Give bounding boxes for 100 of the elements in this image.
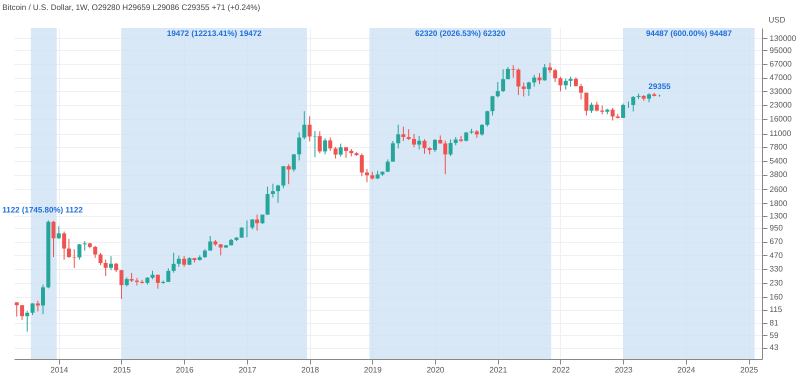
candlestick <box>208 236 212 252</box>
candlestick <box>532 74 536 88</box>
y-tick-label: 1300 <box>770 212 788 221</box>
candlestick <box>647 92 652 103</box>
candlestick <box>364 168 369 183</box>
candlestick <box>360 153 364 177</box>
candlestick <box>72 248 76 268</box>
y-tick-label: 11000 <box>770 129 792 138</box>
candlestick <box>36 300 40 312</box>
candlestick <box>297 132 302 161</box>
candlestick <box>344 146 348 158</box>
candlestick <box>98 252 103 266</box>
candlestick <box>172 252 176 274</box>
candlestick <box>66 238 71 258</box>
y-tick-label: 670 <box>770 237 784 246</box>
y-tick-label: 16000 <box>770 114 792 124</box>
candlestick <box>401 126 406 142</box>
candlestick <box>422 138 426 154</box>
candlestick <box>30 302 35 316</box>
candlestick <box>542 63 547 82</box>
candlestick <box>621 103 626 119</box>
x-tick-label: 2021 <box>489 366 508 374</box>
candlestick <box>526 81 531 96</box>
candlestick <box>417 135 422 150</box>
candlestick <box>516 68 520 96</box>
chart-title: Bitcoin / U.S. Dollar, 1W, O29280 H29659 L29086 C29355 +71 (+0.24%) <box>2 3 261 12</box>
candlestick <box>302 110 306 140</box>
x-tick-label: 2019 <box>364 366 382 374</box>
candlestick <box>318 130 322 154</box>
y-tick-label: 160 <box>770 292 784 302</box>
x-tick-label: 2020 <box>426 366 445 374</box>
candlestick <box>328 136 332 152</box>
x-tick-label: 2014 <box>50 366 69 374</box>
candlestick <box>182 255 186 268</box>
candlestick <box>584 92 588 116</box>
y-tick-label: 95000 <box>770 46 792 55</box>
candlestick <box>77 244 82 260</box>
candlestick <box>93 245 98 258</box>
candlestick <box>109 256 113 271</box>
candlestick <box>501 68 506 93</box>
candlestick <box>270 183 275 198</box>
annotation: 1122 (1745.80%) 1122 <box>2 206 84 215</box>
x-tick-label: 2015 <box>113 366 132 374</box>
candlestick <box>631 95 636 112</box>
y-tick-label: 81 <box>770 318 779 328</box>
candlestick <box>250 218 254 230</box>
candlestick <box>412 133 416 148</box>
candlestick <box>443 140 448 175</box>
candlestick <box>130 272 134 283</box>
candlestick <box>490 95 494 116</box>
candlestick <box>390 140 395 162</box>
candlestick <box>20 304 24 320</box>
candlestick <box>506 66 510 80</box>
y-tick-label: 330 <box>770 264 784 274</box>
y-tick-label: 115 <box>770 305 783 314</box>
candlestick <box>594 101 599 112</box>
y-tick-label: 47000 <box>770 73 792 82</box>
candlestick <box>218 244 223 256</box>
candlestick <box>156 274 160 290</box>
y-tick-label: 130000 <box>770 34 797 43</box>
candlestick <box>480 124 484 136</box>
y-tick-label: 59 <box>770 330 779 340</box>
candlestick <box>260 214 264 224</box>
candlestick <box>312 130 317 158</box>
candlestick <box>564 78 568 90</box>
annotation: 94487 (600.00%) 94487 <box>646 29 732 38</box>
candlestick <box>579 83 584 100</box>
annotation: 19472 (12213.41%) 19472 <box>166 29 262 38</box>
candlestick <box>396 124 400 149</box>
candlestick <box>119 270 124 300</box>
candlestick <box>432 138 437 152</box>
candlestick <box>240 226 244 238</box>
candlestick <box>558 76 562 92</box>
x-tick-label: 2018 <box>301 366 320 374</box>
candlestick <box>104 259 108 276</box>
y-axis-title: USD <box>768 16 786 24</box>
candlestick <box>308 116 312 142</box>
candlestick <box>281 166 286 189</box>
candlestick <box>590 102 594 114</box>
candlestick <box>51 220 56 258</box>
candlestick <box>386 158 390 172</box>
y-tick-label: 67000 <box>770 59 792 68</box>
x-tick-label: 2016 <box>176 366 194 374</box>
candlestick <box>323 138 328 155</box>
annotation: 62320 (2026.53%) 62320 <box>415 29 506 38</box>
candlestick <box>62 231 66 260</box>
candlestick <box>176 254 181 268</box>
candlestick <box>266 186 270 216</box>
candlestick <box>568 76 573 88</box>
y-tick-label: 33000 <box>770 86 792 96</box>
x-tick-label: 2022 <box>552 366 570 374</box>
candlestick <box>276 184 280 204</box>
y-tick-label: 470 <box>770 250 784 260</box>
candlestick <box>82 240 87 252</box>
y-tick-label: 43 <box>770 343 779 352</box>
candlestick <box>522 82 526 98</box>
x-tick-label: 2017 <box>238 366 257 374</box>
y-tick-label: 23000 <box>770 100 792 110</box>
annotation: 29355 <box>648 82 672 91</box>
candlestick <box>166 268 170 283</box>
